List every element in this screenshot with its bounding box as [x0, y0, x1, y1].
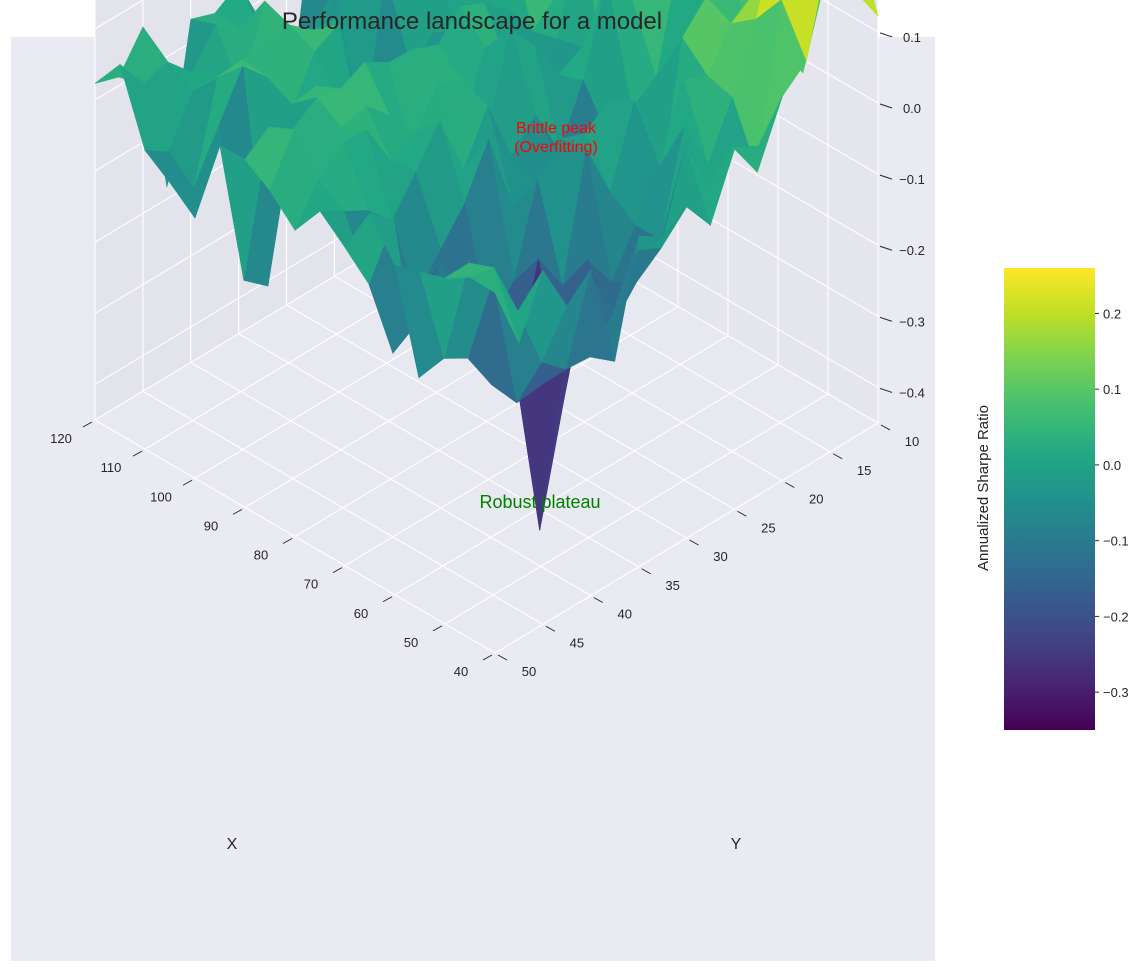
floor-gridline-y	[190, 362, 592, 596]
floor-gridline-y	[238, 333, 639, 568]
x-tick-mark	[432, 625, 443, 632]
x-tick-mark	[332, 567, 343, 574]
colorbar-gradient	[1004, 268, 1095, 730]
x-tick-label: 110	[101, 460, 122, 475]
x-tick-mark	[182, 479, 193, 486]
y-tick-label: 50	[522, 664, 536, 679]
z-tick-mark	[879, 103, 893, 109]
x-tick-label: 70	[304, 577, 318, 592]
y-tick-mark	[593, 597, 603, 603]
y-tick-label: 25	[761, 520, 775, 535]
x-tick-mark	[482, 654, 493, 661]
x-tick-label: 100	[150, 489, 172, 504]
y-tick-label: 45	[570, 635, 584, 650]
colorbar-tick-label: −0.3	[1103, 685, 1129, 700]
z-tick-label: −0.4	[899, 385, 925, 400]
y-tick-label: 20	[809, 492, 823, 507]
annotations: Brittle peak (Overfitting) Robust platea…	[479, 120, 600, 512]
annotation-overfitting: (Overfitting)	[514, 139, 598, 156]
z-tick-mark	[879, 316, 893, 322]
x-tick-mark	[382, 596, 393, 603]
floor-gridline-y	[142, 390, 544, 625]
y-tick-mark	[737, 510, 747, 517]
x-tick-label: 90	[204, 518, 218, 533]
x-tick-label: 120	[50, 431, 72, 446]
y-tick-mark	[689, 539, 699, 546]
z-tick-label: 0.1	[903, 30, 921, 45]
z-tick-mark	[879, 245, 893, 251]
y-tick-mark	[880, 424, 891, 431]
y-tick-label: 30	[713, 549, 727, 564]
surface-facet	[862, 0, 879, 17]
y-tick-mark	[545, 625, 556, 632]
colorbar-tick-label: 0.0	[1103, 458, 1121, 473]
z-tick-label: −0.1	[899, 172, 925, 187]
y-tick-label: 40	[618, 607, 632, 622]
x-tick-label: 60	[354, 606, 368, 621]
annotation-robust-plateau: Robust plateau	[479, 492, 600, 512]
axis-ticks: 40 50 60 70 80 90 100 110 120 10 15 20 25 30 35 40 45 50 −…	[50, 30, 925, 679]
chart-title: Performance landscape for a model	[282, 8, 662, 35]
floor-gridline-y	[94, 419, 496, 654]
surface-mesh	[94, 0, 879, 531]
y-tick-mark	[497, 654, 508, 661]
z-tick-label: −0.2	[899, 243, 925, 258]
x-tick-label: 50	[404, 635, 418, 650]
x-tick-mark	[132, 450, 143, 457]
annotation-brittle-peak: Brittle peak	[516, 120, 597, 137]
x-tick-label: 40	[454, 664, 468, 679]
wall-gridline-z	[700, 0, 879, 104]
surface-facet	[780, 0, 819, 63]
x-tick-mark	[232, 508, 243, 515]
x-tick-mark	[82, 421, 93, 428]
colorbar-tick-label: 0.2	[1103, 306, 1121, 321]
colorbar: −0.3 −0.2 −0.1 0.0 0.1 0.2	[1004, 268, 1129, 730]
colorbar-tick-label: 0.1	[1103, 382, 1121, 397]
z-tick-mark	[879, 174, 893, 180]
y-tick-mark	[832, 453, 843, 460]
z-tick-mark	[879, 32, 893, 38]
colorbar-tick-label: −0.1	[1103, 534, 1129, 549]
y-tick-label: 15	[857, 463, 871, 478]
y-tick-label: 10	[905, 434, 919, 449]
y-axis-label: Y	[731, 836, 742, 853]
x-tick-label: 80	[254, 548, 268, 563]
y-tick-mark	[785, 482, 795, 488]
z-tick-label: −0.3	[899, 314, 925, 329]
y-tick-mark	[641, 568, 651, 575]
z-tick-label: 0.0	[903, 101, 921, 116]
x-tick-mark	[282, 538, 293, 544]
y-tick-label: 35	[665, 578, 679, 593]
surface-facet	[469, 267, 520, 344]
floor-gridline-y	[286, 304, 687, 539]
colorbar-tick-label: −0.2	[1103, 609, 1129, 624]
z-tick-mark	[879, 387, 893, 393]
colorbar-label: Annualized Sharpe Ratio	[975, 405, 992, 571]
x-axis-label: X	[227, 836, 238, 853]
